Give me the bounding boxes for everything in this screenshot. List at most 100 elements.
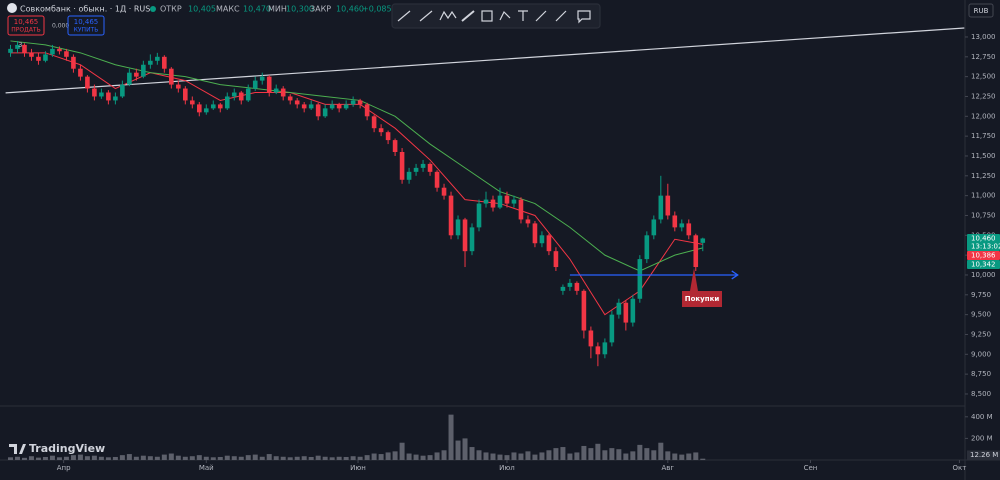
volume-bar (644, 448, 650, 460)
candle-body (483, 199, 489, 204)
volume-bar (21, 457, 27, 460)
tool-icon[interactable] (518, 10, 528, 21)
tool-icon[interactable] (577, 10, 591, 24)
candle-body (176, 84, 181, 89)
volume-bar (196, 455, 202, 460)
candle-body (413, 167, 419, 172)
volume-bar (112, 456, 118, 460)
candle-body (120, 84, 125, 97)
volume-bar (322, 456, 328, 460)
candle-body (497, 195, 503, 208)
volume-bar (70, 455, 76, 460)
candle-body (210, 104, 216, 109)
y-tick-label: 11,250 (971, 172, 996, 180)
candle-body (693, 235, 699, 268)
x-tick-label: Апр (57, 464, 71, 472)
volume-bar (651, 450, 657, 460)
candle-body (350, 100, 356, 105)
ohlc-value: 10,460 (336, 5, 364, 14)
volume-bar (490, 453, 496, 460)
volume-bar (35, 457, 41, 460)
candle-body (203, 108, 209, 113)
volume-bar (504, 455, 510, 460)
candle-body (196, 104, 202, 113)
tool-icon[interactable] (461, 10, 475, 22)
candle-body (553, 251, 559, 268)
tool-icon[interactable] (439, 10, 457, 21)
volume-bar (658, 442, 664, 460)
candle-body (357, 100, 363, 105)
toolbar-bg (391, 3, 601, 29)
volume-bar (392, 451, 398, 460)
candle-body (266, 76, 272, 93)
candle-body (57, 48, 62, 52)
tool-icon[interactable] (419, 10, 433, 22)
currency: RUB (974, 7, 989, 15)
price-tag-label: 10,386 (971, 251, 996, 259)
x-tick-label: Май (199, 464, 214, 472)
candle-body (43, 54, 48, 61)
volume-bar (385, 452, 391, 460)
candle-body (609, 314, 615, 343)
tool-icon[interactable] (555, 10, 567, 22)
candle-body (385, 132, 391, 141)
tool-icon[interactable] (535, 10, 547, 22)
candle-body (343, 104, 349, 109)
candle-body (252, 80, 258, 89)
volume-bar (315, 455, 321, 460)
volume-bar (462, 438, 468, 460)
plot (5, 27, 965, 460)
candle-body (99, 92, 104, 97)
status-dot (150, 6, 156, 12)
ohlc-label: МИН (268, 5, 287, 14)
volume-bar (119, 455, 125, 460)
tool-icon[interactable] (499, 10, 511, 21)
symbol: Совкомбанк · обыкн. · 1Д · RUS (20, 5, 150, 14)
volume-bar (511, 452, 517, 460)
y-tick-label: 11,500 (971, 152, 996, 160)
tool-icon[interactable] (397, 10, 411, 22)
candle-body (162, 56, 167, 69)
volume-bar (259, 456, 265, 460)
logo-mark (9, 444, 26, 454)
volume-bar (434, 452, 440, 460)
indicator-count[interactable]: 3 (18, 41, 22, 49)
candle-body (511, 199, 517, 204)
candle-body (8, 48, 13, 53)
volume-bar (525, 451, 531, 460)
buy-button[interactable] (67, 15, 105, 36)
volume-bar (287, 457, 293, 460)
currency-box[interactable] (968, 3, 994, 18)
volume-bar (224, 455, 230, 460)
volume-bar (700, 458, 706, 460)
volume-bar (518, 453, 524, 460)
tool-icon[interactable] (481, 10, 493, 22)
volume-bar (14, 456, 20, 460)
volume-bar (616, 449, 622, 460)
candle-body (134, 72, 139, 77)
candle-body (686, 223, 692, 236)
volume-bar (630, 451, 636, 460)
candle-body (455, 219, 461, 236)
y-tick-label: 9,750 (971, 291, 991, 299)
candle-body (155, 56, 160, 61)
x-tick-label: Сен (804, 464, 818, 472)
x-tick-label: Июн (350, 464, 366, 472)
volume-bar (595, 443, 601, 460)
candle-body (406, 171, 412, 180)
y-tick-label: 13,000 (971, 33, 996, 41)
candle-body (22, 44, 27, 53)
sell-button[interactable] (7, 15, 45, 36)
candle-body (294, 100, 300, 105)
candle-body (476, 203, 482, 228)
candle-body (231, 92, 237, 97)
candle-body (224, 96, 230, 109)
volume-tag-label: 12.26 M (970, 451, 998, 459)
candle-body (371, 116, 377, 129)
y-tick-label: 12,000 (971, 112, 996, 120)
candle-body (315, 104, 321, 117)
candle-body (581, 290, 587, 331)
volume-bar (602, 450, 608, 460)
price-tag (967, 233, 1000, 251)
candle-body (679, 223, 685, 228)
